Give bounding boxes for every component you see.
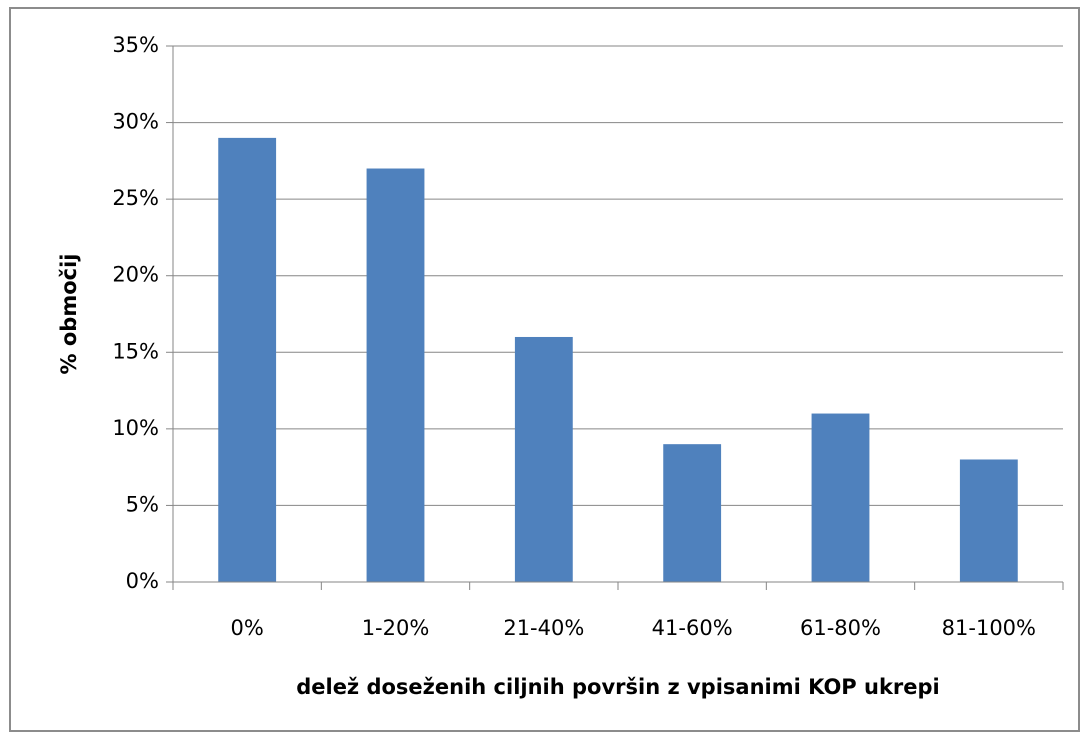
bar bbox=[218, 137, 277, 582]
bar bbox=[366, 168, 425, 582]
x-tick-label: 21-40% bbox=[503, 616, 584, 640]
y-tick-label: 20% bbox=[112, 263, 159, 287]
bar bbox=[514, 336, 573, 582]
bar bbox=[663, 444, 722, 582]
bar bbox=[959, 459, 1018, 582]
y-tick-label: 35% bbox=[112, 33, 159, 57]
x-tick-label: 1-20% bbox=[362, 616, 430, 640]
y-tick-label: 5% bbox=[126, 492, 159, 516]
y-tick-label: 10% bbox=[112, 416, 159, 440]
bar bbox=[811, 413, 870, 582]
x-tick-label: 81-100% bbox=[942, 616, 1036, 640]
y-tick-label: 25% bbox=[112, 186, 159, 210]
y-tick-label: 30% bbox=[112, 110, 159, 134]
x-axis-title: delež doseženih ciljnih površin z vpisan… bbox=[296, 675, 940, 699]
x-tick-label: 0% bbox=[231, 616, 264, 640]
x-tick-label: 41-60% bbox=[652, 616, 733, 640]
y-tick-label: 15% bbox=[112, 339, 159, 363]
x-tick-label: 61-80% bbox=[800, 616, 881, 640]
y-tick-label: 0% bbox=[126, 569, 159, 593]
y-axis-title: % območij bbox=[57, 254, 81, 375]
